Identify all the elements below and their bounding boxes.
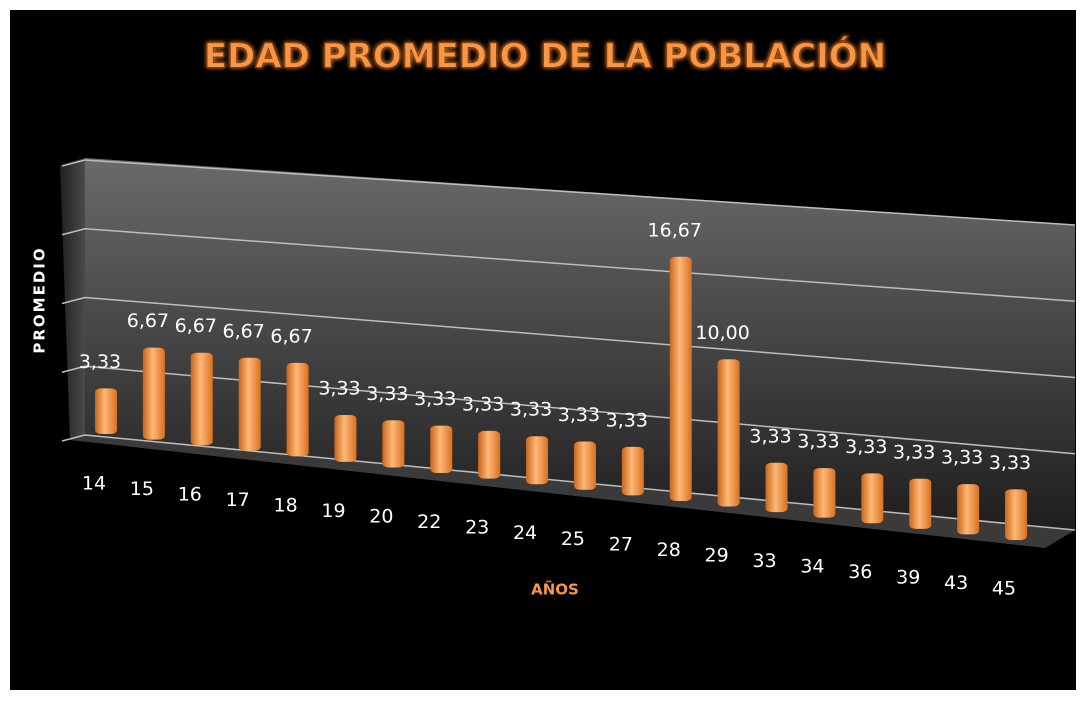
- x-tick-label: 43: [944, 572, 968, 594]
- value-label: 10,00: [695, 322, 749, 344]
- x-tick-label: 28: [657, 539, 681, 561]
- bar: [573, 441, 596, 490]
- grid-line: [84, 159, 1076, 226]
- side-grid-line: [61, 228, 86, 236]
- value-label: 3,33: [797, 431, 839, 453]
- chart-title: EDAD PROMEDIO DE LA POBLACIÓN: [204, 36, 886, 77]
- value-label: 3,33: [462, 393, 504, 415]
- value-label: 6,67: [175, 315, 217, 337]
- x-tick-label: 22: [417, 511, 441, 533]
- bar: [813, 468, 836, 518]
- value-label: 3,33: [606, 409, 648, 431]
- x-tick-label: 45: [992, 578, 1016, 600]
- value-label: 3,33: [893, 441, 935, 463]
- bar: [909, 478, 932, 529]
- x-tick-label: 36: [848, 561, 872, 583]
- value-label: 6,67: [270, 325, 312, 347]
- x-tick-label: 17: [226, 489, 250, 511]
- value-label: 3,33: [79, 351, 121, 373]
- bar: [861, 473, 884, 524]
- bar: [95, 388, 117, 434]
- bar: [238, 357, 261, 451]
- x-tick-label: 23: [465, 517, 489, 539]
- x-tick-label: 14: [82, 473, 106, 495]
- bar: [382, 420, 405, 468]
- value-label: 3,33: [318, 377, 360, 399]
- side-wall: [60, 158, 85, 440]
- bar: [621, 446, 644, 496]
- x-tick-label: 16: [178, 484, 202, 506]
- bar: [765, 462, 788, 513]
- grid-line: [84, 296, 1076, 379]
- bar: [334, 414, 357, 462]
- value-label: 3,33: [749, 425, 791, 447]
- grid-line: [84, 228, 1076, 302]
- bar: [1005, 489, 1027, 540]
- side-grid-line: [61, 365, 86, 373]
- x-tick-label: 19: [321, 500, 345, 522]
- x-tick-label: 20: [369, 506, 393, 528]
- x-tick-label: 25: [561, 528, 585, 550]
- value-label: 3,33: [510, 399, 552, 421]
- x-tick-label: 29: [705, 544, 729, 566]
- x-tick-label: 33: [752, 550, 776, 572]
- bar: [669, 256, 692, 501]
- value-label: 6,67: [223, 320, 265, 342]
- bar: [142, 347, 165, 440]
- bar: [430, 425, 453, 474]
- x-axis-label: AÑOS: [531, 580, 579, 599]
- floor: [70, 435, 1075, 548]
- bar: [286, 362, 309, 457]
- side-grid-line: [61, 434, 86, 442]
- back-wall: [85, 158, 1075, 530]
- bar: [717, 359, 740, 507]
- value-label: 6,67: [127, 310, 169, 332]
- x-tick-label: 39: [896, 566, 920, 588]
- x-tick-label: 24: [513, 522, 537, 544]
- bar: [190, 352, 213, 446]
- x-tick-label: 27: [609, 533, 633, 555]
- value-label: 3,33: [558, 404, 600, 426]
- bar: [957, 484, 980, 535]
- y-axis-label: PROMEDIO: [31, 246, 49, 353]
- value-label: 3,33: [366, 383, 408, 405]
- side-grid-line: [61, 296, 86, 305]
- value-label: 3,33: [941, 447, 983, 469]
- x-tick-label: 18: [273, 495, 297, 517]
- value-label: 3,33: [845, 436, 887, 458]
- side-grid-line: [61, 159, 86, 167]
- x-tick-label: 15: [130, 478, 154, 500]
- value-label: 16,67: [648, 219, 702, 241]
- x-tick-label: 34: [800, 555, 824, 577]
- value-label: 3,33: [989, 452, 1031, 474]
- bar: [478, 430, 501, 479]
- bar: [526, 436, 549, 485]
- value-label: 3,33: [414, 388, 456, 410]
